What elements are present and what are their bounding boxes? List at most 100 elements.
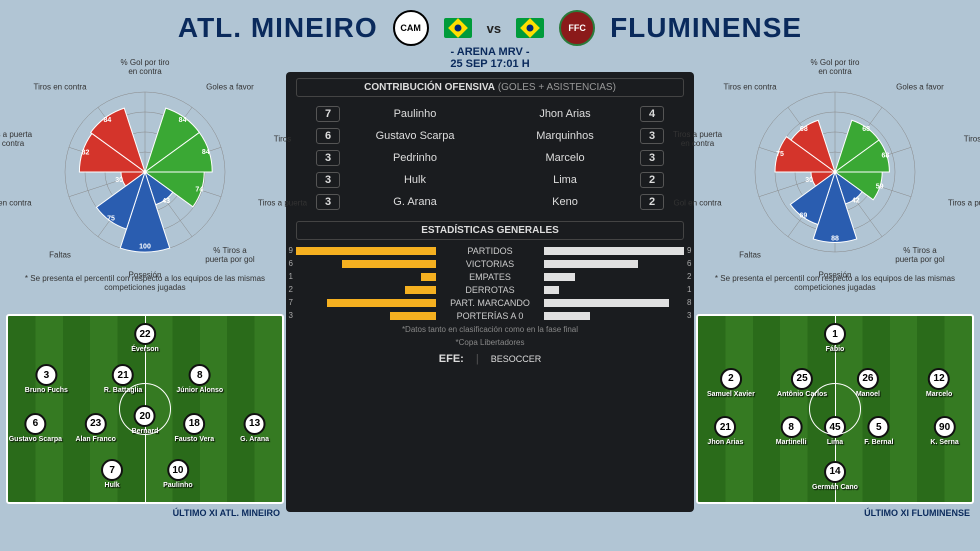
stat-row: 1EMPATES2: [296, 272, 684, 282]
radar-right: 686859428869307568 % Gol por tiro en con…: [696, 72, 974, 272]
player-marker: 25Antônio Carlos: [777, 368, 827, 398]
team1-name: ATL. MINEIRO: [178, 12, 378, 44]
player-number: 18: [183, 413, 205, 435]
player-marker: 20Bernard: [132, 405, 159, 435]
center-panel: CONTRIBUCIÓN OFENSIVA (GOLES + ASISTENCI…: [286, 72, 694, 512]
player-marker: 21Jhon Arias: [707, 416, 743, 446]
contrib-n2: 2: [640, 172, 664, 188]
player-marker: 8Júnior Alonso: [176, 364, 223, 394]
player-marker: 22Éverson: [131, 323, 159, 353]
stats-cup: *Copa Libertadores: [296, 338, 684, 347]
radar-axis-label: Posesión: [118, 272, 173, 281]
player-number: 14: [824, 461, 846, 483]
venue-name: - ARENA MRV -: [0, 46, 980, 58]
contrib-row: 3PedrinhoMarcelo3: [296, 147, 684, 169]
svg-text:84: 84: [104, 117, 112, 124]
player-name: Lima: [824, 439, 846, 446]
svg-text:69: 69: [800, 212, 808, 219]
radar-axis-label: Faltas: [33, 252, 88, 261]
player-number: 10: [167, 459, 189, 481]
player-name: Marcelo: [926, 391, 952, 398]
vs-label: vs: [487, 21, 501, 36]
svg-text:42: 42: [852, 197, 860, 204]
contrib-p2: Jhon Arias: [490, 108, 640, 120]
player-name: Éverson: [131, 346, 159, 353]
radar-axis-label: Posesión: [808, 272, 863, 281]
player-marker: 6Gustavo Scarpa: [9, 413, 62, 443]
stat-bar-right: 9: [544, 247, 684, 255]
stat-label: PORTERÍAS A 0: [440, 311, 540, 321]
player-name: Bernard: [132, 428, 159, 435]
contrib-row: 6Gustavo ScarpaMarquinhos3: [296, 125, 684, 147]
pitch-title-right: ÚLTIMO XI FLUMINENSE: [864, 508, 970, 518]
player-marker: 2Samuel Xavier: [707, 368, 755, 398]
svg-text:68: 68: [800, 126, 808, 133]
player-name: Hulk: [101, 482, 123, 489]
contrib-p2: Lima: [490, 174, 640, 186]
pitch-right: ÚLTIMO XI FLUMINENSE 1Fábio2Samuel Xavie…: [696, 314, 974, 504]
logo-row: EFE: | BESOCCER: [296, 353, 684, 365]
player-name: Bruno Fuchs: [25, 387, 68, 394]
stat-label: EMPATES: [440, 272, 540, 282]
radar-axis-label: % Gol por tiro en contra: [118, 59, 173, 77]
stat-bar-left: 9: [296, 247, 436, 255]
radar-left: 8484744310075308284 % Gol por tiro en co…: [6, 72, 284, 272]
svg-text:84: 84: [202, 149, 210, 156]
player-name: Fábio: [824, 346, 846, 353]
stat-label: DERROTAS: [440, 285, 540, 295]
svg-text:68: 68: [862, 126, 870, 133]
player-marker: 5F. Bernal: [864, 416, 893, 446]
stat-bar-right: 3: [544, 312, 684, 320]
contrib-subtitle: (GOLES + ASISTENCIAS): [498, 82, 616, 93]
contrib-n1: 3: [316, 194, 340, 210]
contrib-list: 7PaulinhoJhon Arias46Gustavo ScarpaMarqu…: [296, 103, 684, 213]
player-number: 5: [868, 416, 890, 438]
player-name: Manoel: [856, 391, 880, 398]
player-marker: 26Manoel: [856, 368, 880, 398]
stat-label: VICTORIAS: [440, 259, 540, 269]
player-name: Paulinho: [163, 482, 193, 489]
svg-text:59: 59: [876, 183, 884, 190]
contrib-title: CONTRIBUCIÓN OFENSIVA (GOLES + ASISTENCI…: [296, 78, 684, 97]
svg-text:84: 84: [179, 117, 187, 124]
svg-text:74: 74: [195, 186, 203, 193]
stat-bar-right: 1: [544, 286, 684, 294]
player-name: Germán Cano: [812, 484, 858, 491]
stat-row: 7PART. MARCANDO8: [296, 298, 684, 308]
left-side: 8484744310075308284 % Gol por tiro en co…: [6, 72, 284, 504]
player-name: Gustavo Scarpa: [9, 436, 62, 443]
player-number: 6: [24, 413, 46, 435]
svg-text:82: 82: [82, 150, 90, 157]
contrib-p1: Paulinho: [340, 108, 490, 120]
player-name: G. Arana: [240, 436, 269, 443]
radar-axis-label: Tiros en contra: [723, 83, 778, 92]
flag-br-2: [516, 18, 544, 38]
player-marker: 14Germán Cano: [812, 461, 858, 491]
player-number: 20: [134, 405, 156, 427]
contrib-n2: 3: [640, 150, 664, 166]
stat-label: PART. MARCANDO: [440, 298, 540, 308]
radar-axis-label: Tiros a puerta: [255, 200, 310, 209]
stat-bar-right: 6: [544, 260, 684, 268]
svg-text:75: 75: [776, 151, 784, 158]
contrib-n2: 4: [640, 106, 664, 122]
pitch-left: ÚLTIMO XI ATL. MINEIRO 22Éverson3Bruno F…: [6, 314, 284, 504]
contrib-p1: Pedrinho: [340, 152, 490, 164]
player-marker: 12Marcelo: [926, 368, 952, 398]
efe-logo: EFE:: [439, 353, 464, 365]
player-number: 1: [824, 323, 846, 345]
contrib-row: 3G. AranaKeno2: [296, 191, 684, 213]
player-name: F. Bernal: [864, 439, 893, 446]
contrib-n2: 3: [640, 128, 664, 144]
player-name: Samuel Xavier: [707, 391, 755, 398]
stat-bar-right: 2: [544, 273, 684, 281]
svg-text:43: 43: [162, 198, 170, 205]
stats-footnote: *Datos tanto en clasificación como en la…: [296, 325, 684, 334]
player-name: Júnior Alonso: [176, 387, 223, 394]
flag-br-1: [444, 18, 472, 38]
svg-text:75: 75: [107, 216, 115, 223]
player-number: 26: [857, 368, 879, 390]
player-marker: 3Bruno Fuchs: [25, 364, 68, 394]
pitch-title-left: ÚLTIMO XI ATL. MINEIRO: [173, 508, 280, 518]
stat-row: 3PORTERÍAS A 03: [296, 311, 684, 321]
